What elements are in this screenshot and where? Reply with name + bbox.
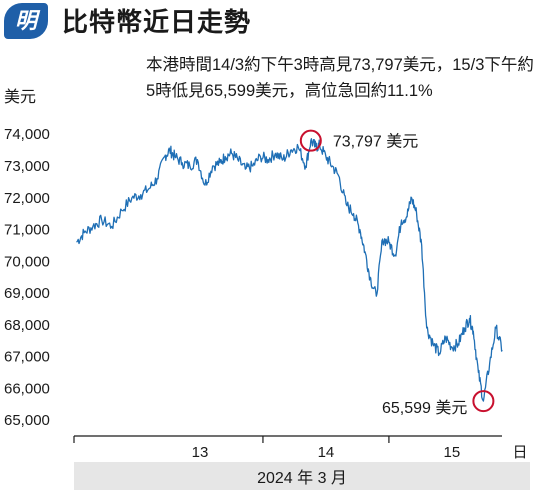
chart-subtitle: 本港時間14/3約下午3時高見73,797美元，15/3下午約5時低見65,59… [146,56,534,100]
x-axis-title: 2024 年 3 月 [257,470,347,487]
y-tick-labels: 65,000 66,000 67,000 68,000 69,000 70,000 71,0… [4,126,50,429]
y-tick-label: 73,000 [4,158,50,175]
price-series-line [76,138,503,402]
x-axis-title-band: 2024 年 3 月 [74,462,530,490]
x-axis-unit-label: 日 [512,444,527,461]
y-tick-label: 65,000 [4,412,50,429]
annotations-group: 73,797 美元 65,599 美元 [299,129,495,417]
high-point-label: 73,797 美元 [333,133,418,151]
y-tick-label: 72,000 [4,190,50,207]
logo-glyph: 明 [14,8,37,34]
y-axis-unit-label: 美元 [4,89,37,106]
y-tick-label: 69,000 [4,285,50,302]
x-tick-label: 15 [444,444,461,461]
y-tick-label: 68,000 [4,317,50,334]
series-group [76,138,503,402]
y-tick-label: 67,000 [4,349,50,366]
x-tick-label: 14 [318,444,335,461]
x-tick-label: 13 [192,444,209,461]
y-tick-label: 70,000 [4,253,50,270]
y-tick-label: 74,000 [4,126,50,143]
high-point-marker [299,129,322,152]
newspaper-logo-badge: 明 [4,3,48,39]
low-point-label: 65,599 美元 [382,399,467,417]
x-axis: 13 14 15 日 [73,435,528,461]
low-point-marker [472,390,495,413]
y-tick-label: 66,000 [4,380,50,397]
y-tick-label: 71,000 [4,222,50,239]
chart-title: 比特幣近日走勢 [62,7,252,37]
